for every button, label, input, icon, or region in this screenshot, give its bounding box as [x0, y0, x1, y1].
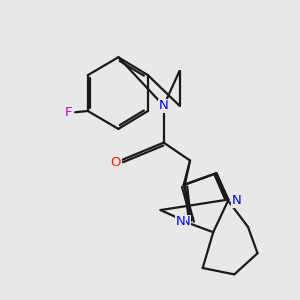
- Text: F: F: [64, 106, 72, 119]
- Text: N: N: [159, 99, 169, 112]
- Text: N: N: [181, 215, 190, 228]
- Text: N: N: [232, 193, 242, 206]
- Text: O: O: [110, 156, 121, 169]
- Text: N: N: [176, 215, 185, 228]
- Text: N: N: [232, 194, 242, 207]
